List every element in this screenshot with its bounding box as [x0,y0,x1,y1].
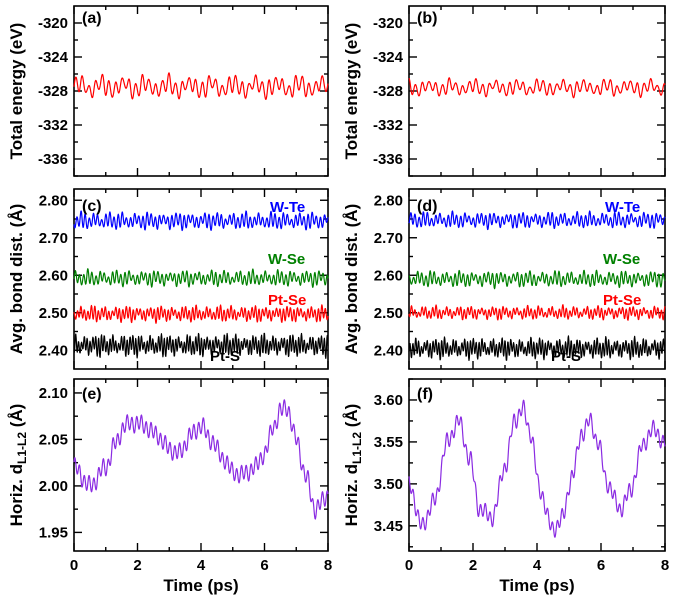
y-tick-label: 2.80 [39,192,68,209]
series-line-pt-se [73,304,329,324]
y-tick-label: -332 [38,117,68,134]
panel-c: 2.40 2.50 2.60 2.70 2.80 (c) Avg. bond dist.… [7,188,329,370]
x-tick-label: 8 [324,557,332,574]
y-axis-label-subscript: L1-L2 [350,432,364,464]
y-tick-label: 2.60 [374,267,403,284]
y-tick-label: 2.70 [39,230,68,247]
y-tick-label: -336 [373,151,403,168]
y-axis-label: Avg. bond dist. (Å) [342,204,361,354]
panel-f: 3.45 3.50 3.55 3.60 0 2 4 6 8 (f) Horiz. dL1-L2 … [342,378,669,595]
y-axis-label-main: Horiz. d [342,464,361,526]
y-tick-label: 2.10 [39,385,68,402]
panel-label: (f) [417,386,433,403]
x-axis-label: Time (ps) [499,576,574,595]
plot-frame [73,378,329,552]
y-tick-label: -320 [373,15,403,32]
series-label-w-te: W-Te [270,199,305,216]
y-tick-label: -332 [373,117,403,134]
y-axis-label: Horiz. dL1-L2 (Å) [7,404,29,527]
series-line-horiz-d-l1-l2 [73,399,329,520]
panel-label: (d) [417,198,437,215]
x-tick-label: 8 [661,557,669,574]
series-line-pt-se [408,304,666,321]
panel-label: (b) [417,10,437,27]
y-tick-label: -324 [373,49,404,66]
series-line-w-se [408,269,666,290]
series-line-w-te [408,210,666,231]
y-tick-label: 2.60 [39,267,68,284]
y-axis-label-unit: (Å) [342,404,361,432]
series-label-pt-se: Pt-Se [268,292,306,309]
series-label-pt-se: Pt-Se [603,292,641,309]
y-tick-label: -336 [38,151,68,168]
panel-label: (a) [82,10,102,27]
panel-label: (c) [82,198,102,215]
y-tick-label: 2.50 [374,305,403,322]
x-tick-label: 4 [197,557,206,574]
y-tick-label: 2.70 [374,230,403,247]
y-tick-label: 2.40 [374,342,403,359]
series-label-pt-s: Pt-S [210,348,240,365]
y-tick-label: 2.05 [39,431,68,448]
y-tick-label: -328 [373,83,403,100]
x-tick-label: 4 [533,557,542,574]
series-line-total-energy [408,77,666,99]
y-axis-label: Horiz. dL1-L2 (Å) [342,404,364,527]
y-tick-label: 1.95 [39,524,68,541]
y-tick-label: 3.55 [374,434,403,451]
y-axis-label-unit: (Å) [7,404,26,432]
y-tick-label: 3.60 [374,392,403,409]
panel-e: 1.95 2.00 2.05 2.10 0 2 4 6 8 (e) Horiz. dL1-L2 … [7,378,332,595]
y-axis-label: Total energy (eV) [7,23,26,160]
y-tick-label: 2.80 [374,192,403,209]
x-tick-label: 0 [405,557,413,574]
series-line-total-energy [73,72,329,100]
y-axis-label-main: Horiz. d [7,464,26,526]
panel-d: 2.40 2.50 2.60 2.70 2.80 (d) Avg. bond dist.… [342,188,666,370]
x-tick-label: 6 [260,557,268,574]
y-axis-label-subscript: L1-L2 [15,432,29,464]
y-tick-label: 3.50 [374,476,403,493]
series-line-horiz-d-l1-l2 [408,399,666,538]
series-line-pt-s [73,332,329,359]
y-axis-label: Avg. bond dist. (Å) [7,204,26,354]
x-tick-label: 6 [597,557,605,574]
y-tick-label: -328 [38,83,68,100]
y-tick-label: -320 [38,15,68,32]
series-label-w-se: W-Se [603,251,640,268]
series-line-w-te [73,210,329,232]
series-label-w-te: W-Te [605,199,640,216]
y-tick-label: 2.00 [39,478,68,495]
x-axis-label: Time (ps) [163,576,238,595]
y-tick-label: -324 [38,49,69,66]
x-tick-label: 0 [70,557,78,574]
y-axis-label: Total energy (eV) [342,23,361,160]
series-line-w-se [73,268,329,288]
y-tick-label: 2.50 [39,305,68,322]
panel-label: (e) [82,386,102,403]
panel-b: -320 -324 -328 -332 -336 (b) Total energy (e… [342,5,666,177]
y-tick-label: 3.45 [374,518,403,535]
x-tick-label: 2 [133,557,141,574]
y-tick-label: 2.40 [39,342,68,359]
panel-a: -320 -324 -328 -332 -336 (a) Total energy (e… [7,5,329,177]
plot-frame [408,378,666,552]
series-label-pt-s: Pt-S [551,348,581,365]
x-tick-label: 2 [469,557,477,574]
series-label-w-se: W-Se [268,251,305,268]
series-line-pt-s [408,335,666,361]
